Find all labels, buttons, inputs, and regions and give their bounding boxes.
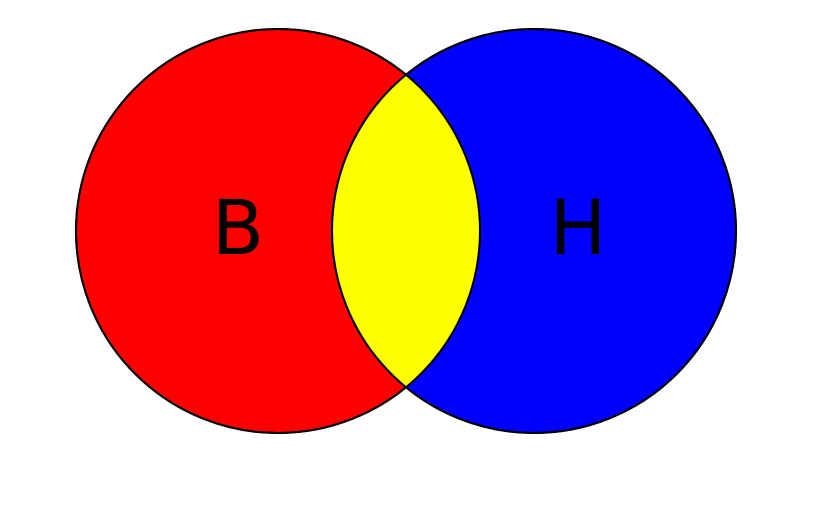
set-b-label: B [212, 183, 264, 272]
set-h-label: H [549, 183, 606, 272]
set-b-outline [75, 28, 481, 434]
intersection-region [332, 29, 480, 433]
set-h-outline [331, 28, 737, 434]
